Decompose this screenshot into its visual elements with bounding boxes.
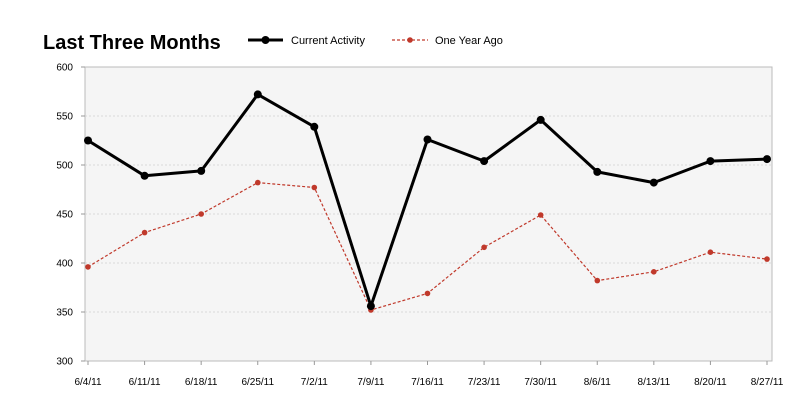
x-tick-label: 6/11/11 [129, 377, 161, 388]
data-point [253, 90, 262, 99]
data-point [707, 249, 714, 255]
data-point [140, 171, 149, 180]
legend-marker-one-year-ago [407, 37, 413, 43]
gridlines [85, 115, 772, 313]
x-tick-label: 8/6/11 [584, 377, 611, 388]
y-tick-label: 300 [56, 357, 73, 368]
legend-label-one-year-ago: One Year Ago [435, 35, 503, 47]
data-point [480, 157, 489, 166]
x-tick-label: 8/27/11 [751, 377, 784, 388]
y-axis: 300 350 400 450 500 550 600 [56, 63, 85, 368]
x-tick-label: 6/25/11 [241, 377, 274, 388]
series [84, 90, 771, 313]
legend-marker-current-activity [261, 36, 270, 44]
data-point [537, 212, 544, 218]
y-tick-label: 600 [56, 63, 73, 74]
data-point [424, 290, 431, 297]
data-point [536, 115, 545, 124]
data-point [366, 302, 375, 311]
data-point [141, 229, 148, 236]
data-point [481, 244, 487, 251]
y-tick-label: 350 [56, 308, 73, 319]
series-current-activity [84, 90, 771, 311]
x-tick-label: 8/13/11 [638, 377, 671, 388]
data-point [310, 122, 319, 131]
x-tick-label: 7/16/11 [411, 377, 444, 388]
data-point [311, 184, 318, 191]
data-point [763, 155, 771, 164]
x-tick-label: 6/18/11 [185, 377, 218, 388]
data-point [84, 136, 92, 145]
data-point [594, 277, 601, 284]
x-tick-label: 8/20/11 [694, 377, 727, 388]
x-tick-label: 7/2/11 [301, 377, 328, 388]
series-one-year-ago [85, 179, 770, 313]
data-point [651, 269, 657, 275]
y-tick-label: 550 [56, 112, 73, 123]
x-tick-label: 7/9/11 [357, 377, 384, 388]
x-axis: 6/4/11 6/11/11 6/18/11 6/25/11 7/2/11 7/9/11 7… [74, 361, 784, 388]
data-point [198, 211, 204, 217]
plot-area [84, 66, 773, 362]
data-point [706, 157, 715, 166]
legend-item-current-activity: Current Activity [248, 35, 365, 47]
legend-label-current-activity: Current Activity [291, 35, 365, 47]
y-tick-label: 450 [56, 210, 73, 221]
data-point [423, 135, 432, 144]
y-tick-label: 400 [56, 259, 73, 270]
y-tick-label: 500 [56, 161, 73, 172]
legend: Current Activity One Year Ago [248, 35, 503, 47]
data-point [764, 256, 770, 262]
x-tick-label: 6/4/11 [74, 377, 101, 388]
data-point [254, 179, 261, 186]
x-tick-label: 7/23/11 [468, 377, 501, 388]
x-tick-label: 7/30/11 [524, 377, 557, 388]
data-point [649, 178, 658, 187]
data-point [593, 167, 602, 176]
legend-item-one-year-ago: One Year Ago [392, 35, 503, 47]
chart-title: Last Three Months [43, 32, 221, 54]
data-point [85, 264, 91, 270]
data-point [197, 166, 206, 175]
